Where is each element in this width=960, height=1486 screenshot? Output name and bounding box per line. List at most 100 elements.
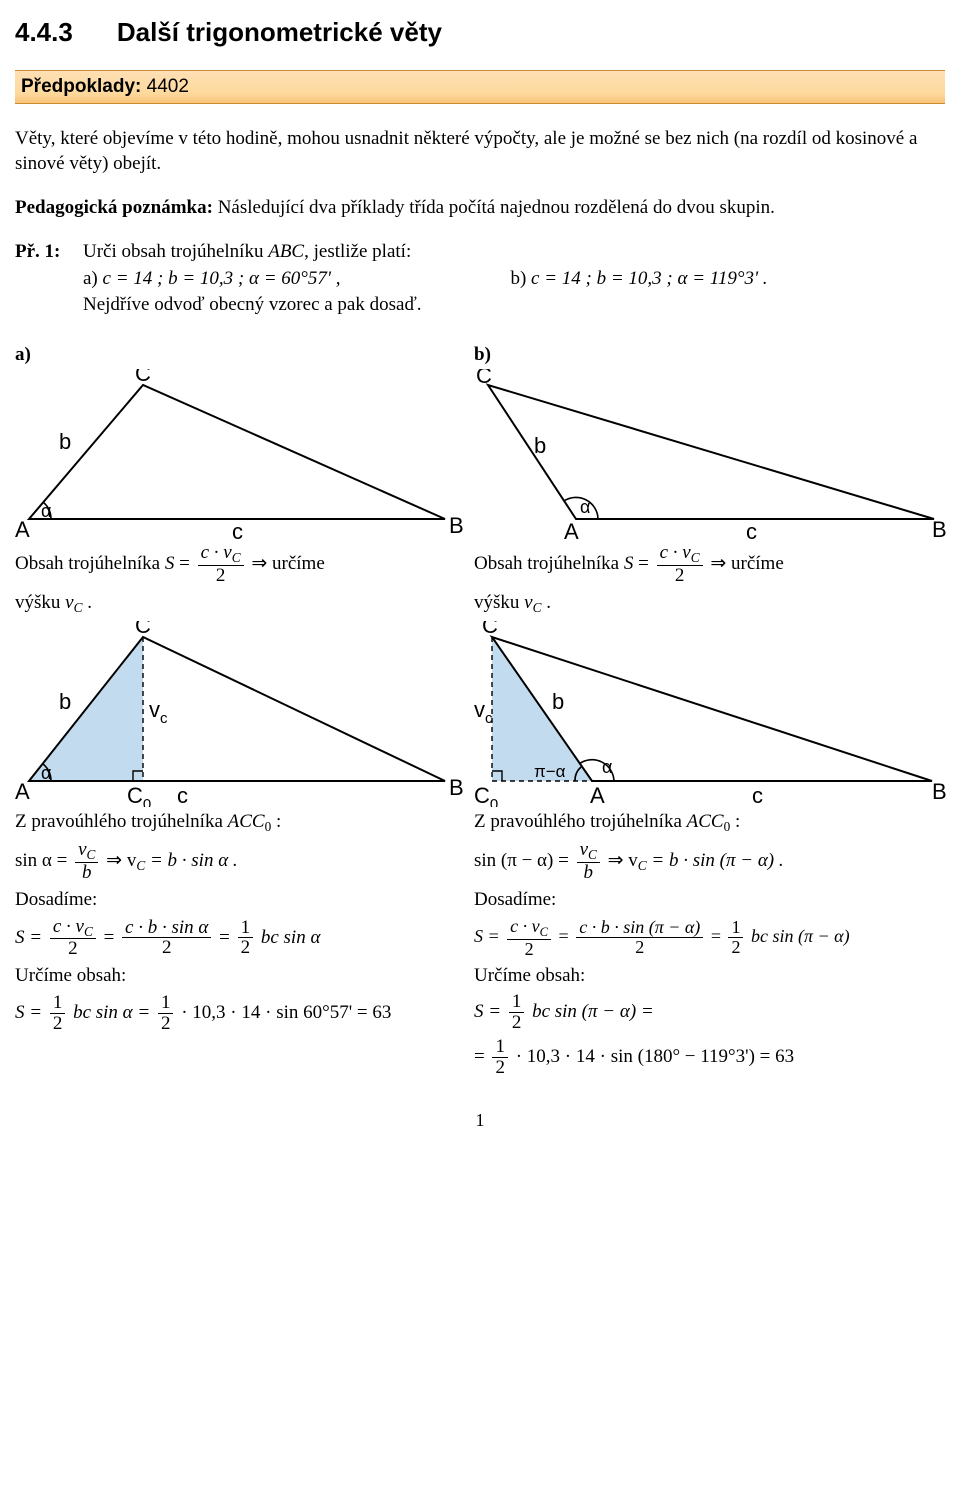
svg-text:b: b [552,689,564,714]
b-urcime: Určíme obsah: [474,963,949,989]
a-eqS-t3: 1 [238,918,254,939]
col-a: a) α A B C b c Obsah trojúhelníka S = c … [15,342,470,1082]
b-frac-sub: C [691,550,700,565]
fig-b1: α A B C b c [474,369,949,541]
a-rt-t: Z pravoúhlého trojúhelníka [15,811,228,832]
prereq-value: 4402 [147,76,189,97]
fig-b2: π−α α A B C C0 b c vc [474,621,949,807]
a-vc: v [65,592,73,613]
col-b: b) α A B C b c Obsah trojúhelníka S = c … [474,342,949,1082]
ex1-q2: , jestliže platí: [304,241,411,262]
svg-text:b: b [534,433,546,458]
a-sin3: = b · sin α . [145,850,237,871]
ex1-opt-a: a) c = 14 ; b = 10,3 ; α = 60°57' , [83,266,340,292]
svg-text:α: α [602,757,612,777]
svg-text:C0: C0 [127,783,151,807]
a-frac-sub: C [232,550,241,565]
a-final-tail: · 10,3 · 14 · sin 60°57' = 63 [181,1002,391,1023]
b-eqS-m: = [559,926,574,946]
a-eqS-t3d: 2 [238,938,254,958]
svg-text:A: A [15,517,30,541]
exercise-body: Urči obsah trojúhelníku ABC, jestliže pl… [83,239,945,318]
b-sin1: sin (π − α) = [474,850,574,871]
a-final: S = 12 bc sin α = 12 · 10,3 · 14 · sin 6… [15,993,470,1034]
b-f1-pre: S = [474,1001,506,1022]
b-sin-line: sin (π − α) = vCb ⇒ vC = b · sin (π − α)… [474,840,949,883]
b-frac-num: c · v [660,542,691,563]
svg-text:A: A [15,779,30,804]
ex1-a-vals: c = 14 ; b = 10,3 ; α = 60°57' , [103,268,341,289]
b-eqS-pre: S = [474,926,504,946]
prereq-label: Předpoklady: [21,76,141,97]
col-a-label: a) [15,342,470,368]
svg-text:C: C [476,369,492,388]
page-number: 1 [15,1108,945,1132]
b-vc-sub: C [533,600,542,615]
a-vc-sub: C [74,600,83,615]
svg-text:α: α [41,501,51,521]
col-b-label: b) [474,342,949,368]
b-f2-pre: = [474,1046,489,1067]
svg-text:C: C [135,369,151,386]
b-sin3: = b · sin (π − α) . [647,850,784,871]
ex1-q3: Nejdříve odvoď obecný vzorec a pak dosaď… [83,292,945,318]
section-title: Další trigonometrické věty [117,15,442,50]
ex1-b-lbl: b) [510,268,526,289]
svg-text:C: C [482,621,498,638]
a-sin-line: sin α = vCb ⇒ vC = b · sin α . [15,840,470,883]
b-fd: b [577,863,600,883]
a-fn: v [78,839,86,860]
a-fd: b [75,863,98,883]
svg-text:B: B [932,517,947,541]
a-final-f2: 1 [158,993,174,1014]
svg-text:C0: C0 [474,783,498,807]
note-label: Pedagogická poznámka: [15,197,213,218]
b-f1-d: 2 [509,1013,525,1033]
b-eqS-tail: bc sin (π − α) [751,926,850,946]
intro-paragraph: Věty, které objevíme v této hodině, moho… [15,126,945,177]
a-frac-den: 2 [198,566,244,586]
a-eqS-m: = [104,926,119,947]
a-final-f1d: 2 [50,1014,66,1034]
section-number: 4.4.3 [15,15,73,50]
a-eqS-m2: = [219,926,234,947]
b-eqS-t2: c · b · sin (π − α) [576,918,703,938]
page: 4.4.3 Další trigonometrické věty Předpok… [0,0,960,1162]
a-eqS-pre: S = [15,926,47,947]
ex1-opt-b: b) c = 14 ; b = 10,3 ; α = 119°3' . [510,266,767,292]
svg-text:b: b [59,689,71,714]
pedagogical-note: Pedagogická poznámka: Následující dva př… [15,195,945,221]
b-sin2s: C [638,858,647,873]
exercise-number: Př. 1: [15,239,67,318]
b-rt-t: Z pravoúhlého trojúhelníka [474,811,687,832]
a-eqS-t1: c · v [53,916,84,937]
b-f1-n: 1 [509,992,525,1013]
b-rt-tri: ACC [687,811,724,832]
a-rt-line: Z pravoúhlého trojúhelníka ACC0 : [15,809,470,836]
a-dosad: Dosadíme: [15,887,470,913]
svg-text:C: C [135,621,151,638]
b-eqS-m2: = [711,926,726,946]
ex1-q1: Urči obsah trojúhelníku [83,241,268,262]
svg-text:b: b [59,429,71,454]
svg-text:A: A [564,519,579,541]
ex1-tri: ABC [268,241,304,262]
a-eqS-tail: bc sin α [261,926,321,947]
b-obsah-line: Obsah trojúhelníka S = c · vC2 ⇒ určíme [474,543,949,586]
section-heading: 4.4.3 Další trigonometrické věty [15,15,945,50]
exercise-options: a) c = 14 ; b = 10,3 ; α = 60°57' , b) c… [83,266,945,292]
a-frac-num: c · v [201,542,232,563]
b-eqS: S = c · vC2 = c · b · sin (π − α)2 = 12 … [474,917,949,959]
b-final2: = 12 · 10,3 · 14 · sin (180° − 119°3') =… [474,1037,949,1078]
b-vysku-t: výšku [474,592,524,613]
b-f1-tail: bc sin (π − α) = [532,1001,654,1022]
note-text: Následující dva příklady třída počítá na… [218,197,775,218]
b-vysku: výšku vC . [474,590,949,617]
b-vc: v [524,592,532,613]
b-final1: S = 12 bc sin (π − α) = [474,992,949,1033]
fig-a1: α A B C b c [15,369,470,541]
b-f2-tail: · 10,3 · 14 · sin (180° − 119°3') = 63 [516,1046,794,1067]
svg-text:B: B [449,513,464,538]
svg-text:c: c [232,519,243,541]
svg-text:B: B [449,775,464,800]
